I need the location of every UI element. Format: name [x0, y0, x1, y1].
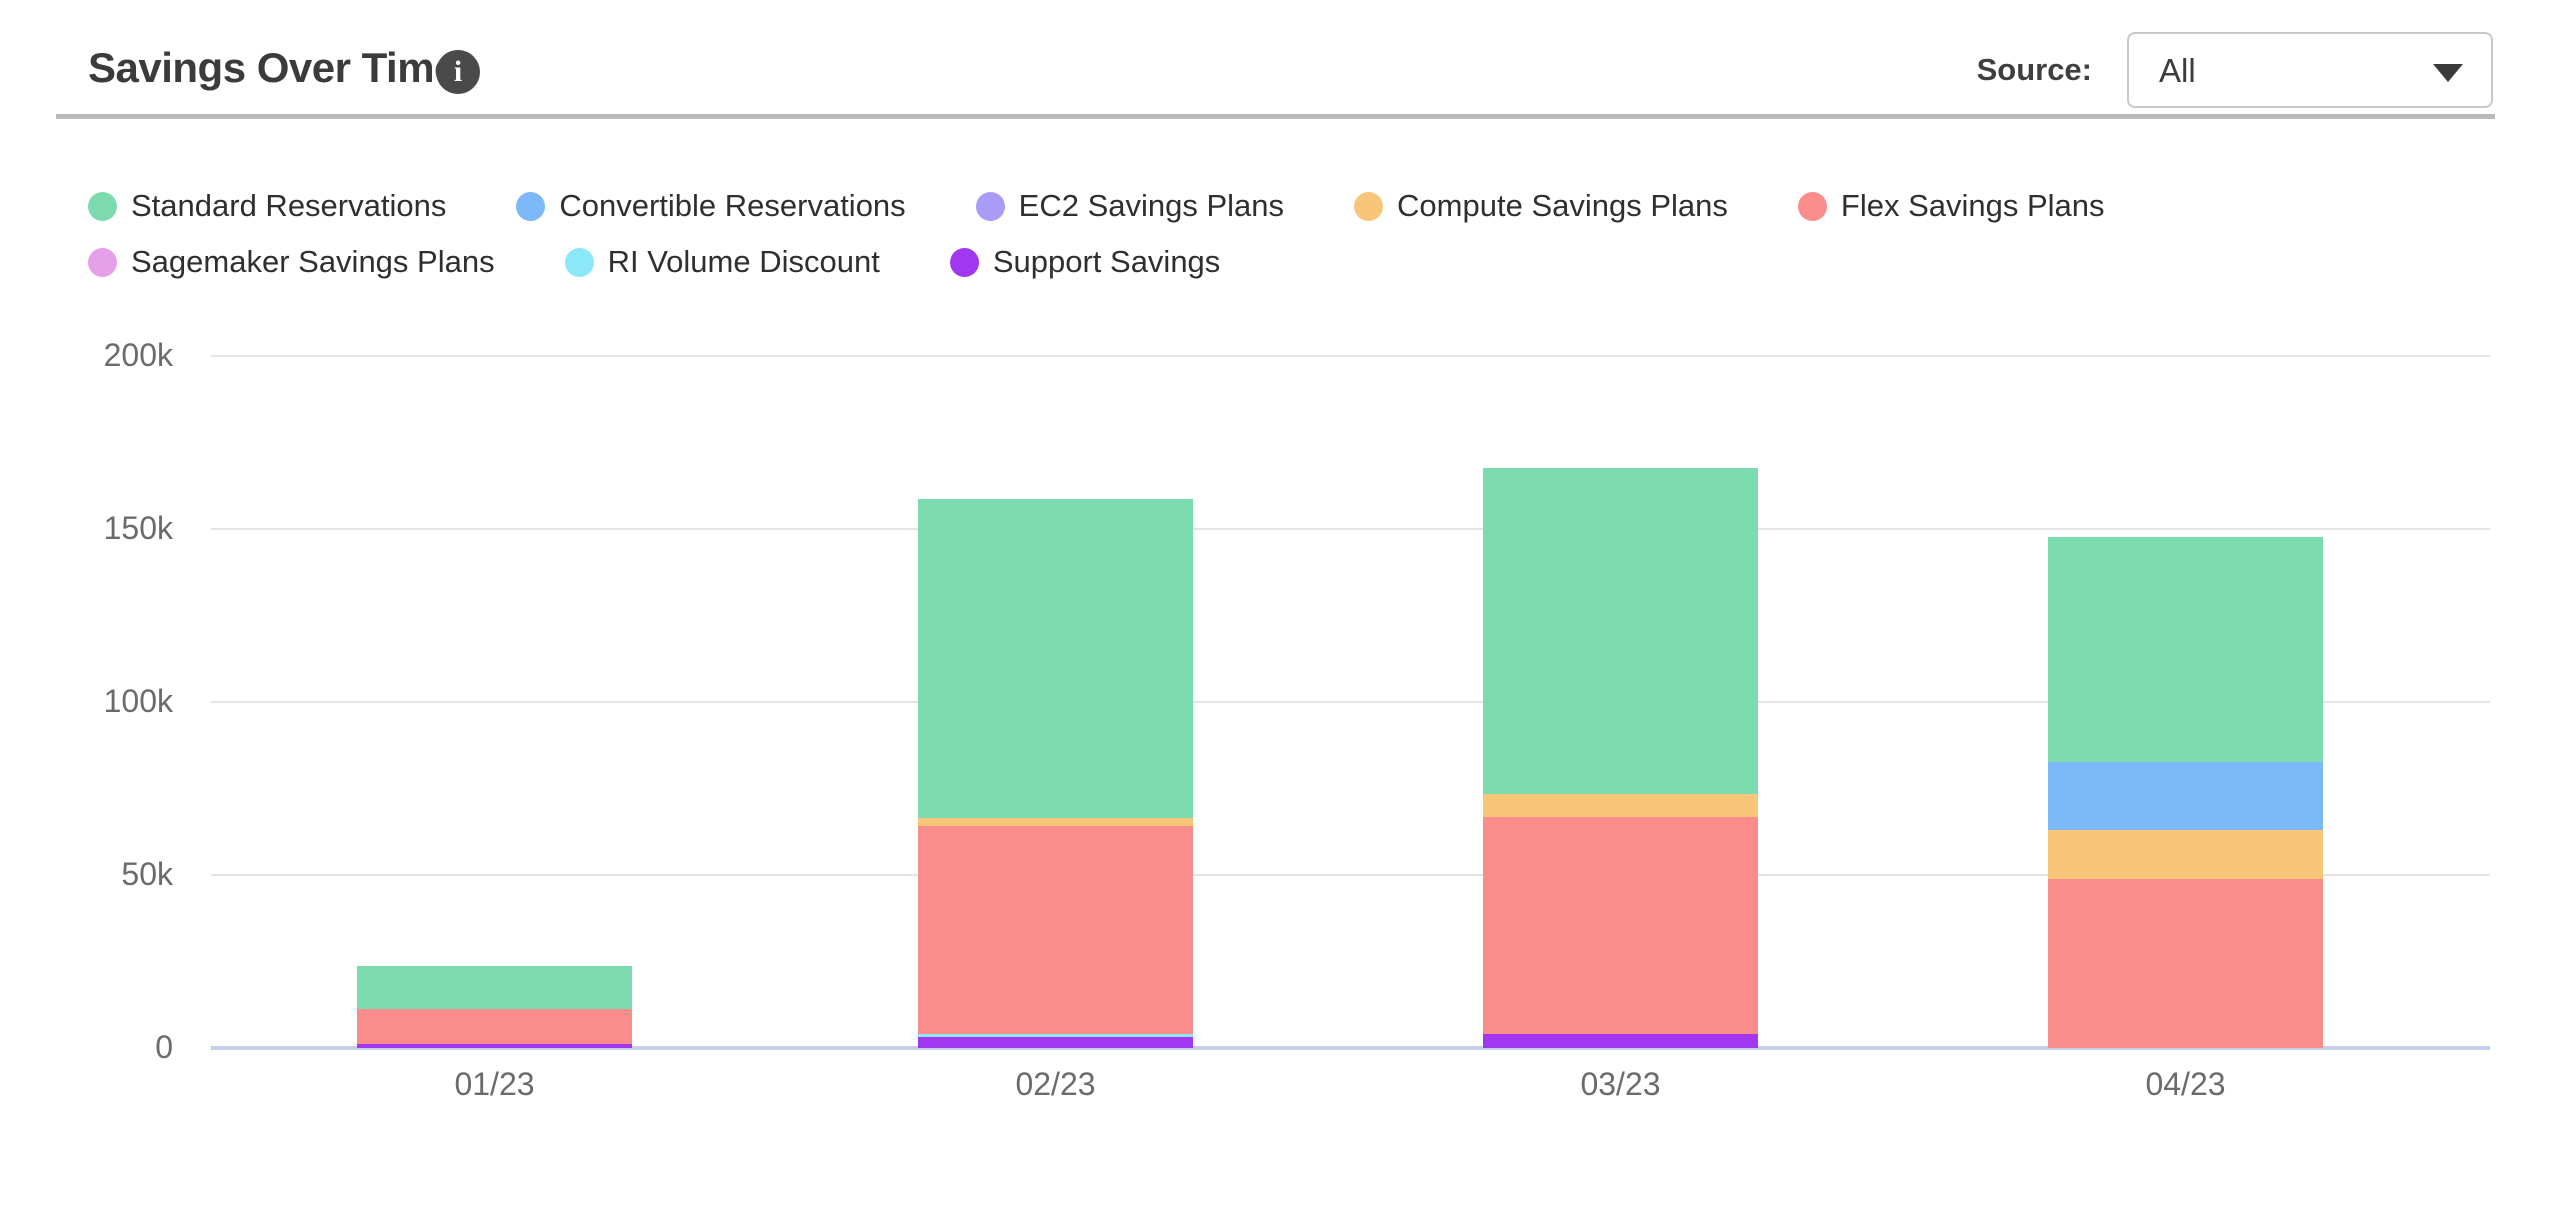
- x-axis-tick-label: 01/23: [454, 1066, 535, 1102]
- gridline: [211, 355, 2490, 357]
- legend-label: Support Savings: [992, 244, 1221, 279]
- source-dropdown[interactable]: All: [2127, 32, 2493, 108]
- y-axis-tick-label: 200k: [103, 337, 173, 373]
- legend-item-ec2-savings-plans[interactable]: EC2 Savings Plans: [975, 188, 1285, 224]
- bar-segment-standard-reservations[interactable]: [357, 965, 632, 1009]
- x-axis-tick-label: 02/23: [1015, 1066, 1096, 1102]
- legend-item-standard-reservations[interactable]: Standard Reservations: [88, 188, 446, 224]
- page-title: Savings Over Time: [88, 44, 457, 91]
- legend-dot-icon: [949, 247, 979, 277]
- legend-item-flex-savings-plans[interactable]: Flex Savings Plans: [1797, 188, 2105, 224]
- bar-segment-flex-savings-plans[interactable]: [918, 826, 1193, 1034]
- bar-segment-ri-volume-discount[interactable]: [918, 1033, 1193, 1037]
- legend-dot-icon: [564, 247, 594, 277]
- x-axis-baseline: [211, 1046, 2490, 1050]
- bar-segment-standard-reservations[interactable]: [2048, 537, 2323, 763]
- x-axis-tick-label: 03/23: [1580, 1066, 1661, 1102]
- bar-segment-standard-reservations[interactable]: [918, 499, 1193, 818]
- legend-label: Sagemaker Savings Plans: [131, 244, 495, 279]
- legend-dot-icon: [1354, 191, 1384, 221]
- legend-item-convertible-reservations[interactable]: Convertible Reservations: [516, 188, 906, 224]
- y-axis-tick-label: 0: [155, 1029, 173, 1065]
- info-icon[interactable]: i: [436, 50, 480, 94]
- bar-segment-support-savings[interactable]: [1483, 1033, 1758, 1048]
- legend-item-ri-volume-discount[interactable]: RI Volume Discount: [564, 244, 880, 280]
- x-axis-tick-label: 04/23: [2145, 1066, 2226, 1102]
- legend-label: EC2 Savings Plans: [1018, 188, 1285, 223]
- bar-segment-flex-savings-plans[interactable]: [357, 1008, 632, 1044]
- legend-dot-icon: [88, 191, 117, 221]
- legend-label: Flex Savings Plans: [1840, 188, 2105, 223]
- bar-segment-support-savings[interactable]: [918, 1036, 1193, 1048]
- legend-item-compute-savings-plans[interactable]: Compute Savings Plans: [1354, 188, 1728, 224]
- legend-item-support-savings[interactable]: Support Savings: [949, 244, 1221, 280]
- legend-dot-icon: [1797, 191, 1827, 221]
- y-axis-tick-label: 100k: [103, 683, 173, 719]
- legend-dot-icon: [516, 191, 546, 221]
- legend-label: Standard Reservations: [131, 188, 447, 223]
- bar-segment-compute-savings-plans[interactable]: [918, 817, 1193, 827]
- legend-dot-icon: [975, 191, 1005, 221]
- bar-segment-standard-reservations[interactable]: [1483, 468, 1758, 794]
- bar-segment-convertible-reservations[interactable]: [2048, 762, 2323, 831]
- gridline: [211, 701, 2490, 703]
- bar-segment-compute-savings-plans[interactable]: [1483, 793, 1758, 817]
- legend-label: Compute Savings Plans: [1397, 188, 1728, 223]
- source-label: Source:: [1976, 52, 2092, 87]
- bar-segment-flex-savings-plans[interactable]: [1483, 816, 1758, 1034]
- header-divider: [56, 114, 2495, 119]
- legend-label: RI Volume Discount: [607, 244, 880, 279]
- gridline: [211, 874, 2490, 876]
- bar-segment-flex-savings-plans[interactable]: [2048, 878, 2323, 1048]
- legend-dot-icon: [88, 247, 117, 277]
- chart-legend: Standard Reservations Convertible Reserva…: [88, 188, 2308, 280]
- y-axis-tick-label: 50k: [121, 856, 173, 892]
- legend-label: Convertible Reservations: [559, 188, 906, 223]
- source-dropdown-value: All: [2159, 52, 2196, 89]
- bar-segment-support-savings[interactable]: [357, 1043, 632, 1048]
- chevron-down-icon: [2433, 64, 2463, 82]
- bar-segment-compute-savings-plans[interactable]: [2048, 830, 2323, 879]
- gridline: [211, 528, 2490, 530]
- legend-item-sagemaker-savings-plans[interactable]: Sagemaker Savings Plans: [88, 244, 495, 280]
- y-axis-tick-label: 150k: [103, 510, 173, 546]
